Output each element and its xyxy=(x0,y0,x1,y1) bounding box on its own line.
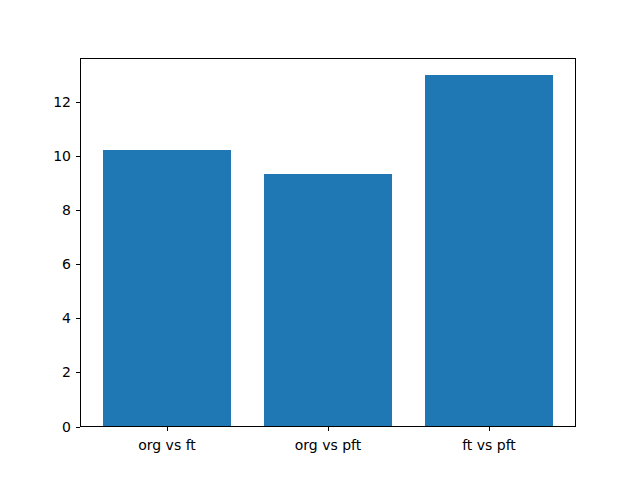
y-tick-label: 6 xyxy=(0,256,71,273)
y-tick-label: 2 xyxy=(0,364,71,381)
y-tick-mark xyxy=(76,427,80,428)
y-tick-mark xyxy=(76,318,80,319)
x-tick-mark xyxy=(167,427,168,431)
x-tick-label: org vs ft xyxy=(87,437,247,454)
bar-chart-figure: 0 2 4 6 8 10 12 org vs ftorg vs pftft vs pft xyxy=(0,0,640,480)
x-tick-mark xyxy=(328,427,329,431)
bar-ft-vs-pft xyxy=(425,75,554,427)
y-tick-label: 0 xyxy=(0,419,71,436)
y-tick-mark xyxy=(76,156,80,157)
y-tick-mark xyxy=(76,102,80,103)
x-tick-mark xyxy=(489,427,490,431)
y-tick-mark xyxy=(76,264,80,265)
y-tick-mark xyxy=(76,372,80,373)
y-tick-label: 8 xyxy=(0,202,71,219)
y-tick-label: 12 xyxy=(0,94,71,111)
x-tick-label: org vs pft xyxy=(248,437,408,454)
x-tick-label: ft vs pft xyxy=(409,437,569,454)
y-tick-label: 10 xyxy=(0,148,71,165)
y-tick-mark xyxy=(76,210,80,211)
y-tick-label: 4 xyxy=(0,310,71,327)
bar-org-vs-ft xyxy=(103,150,232,427)
bar-org-vs-pft xyxy=(264,174,393,427)
